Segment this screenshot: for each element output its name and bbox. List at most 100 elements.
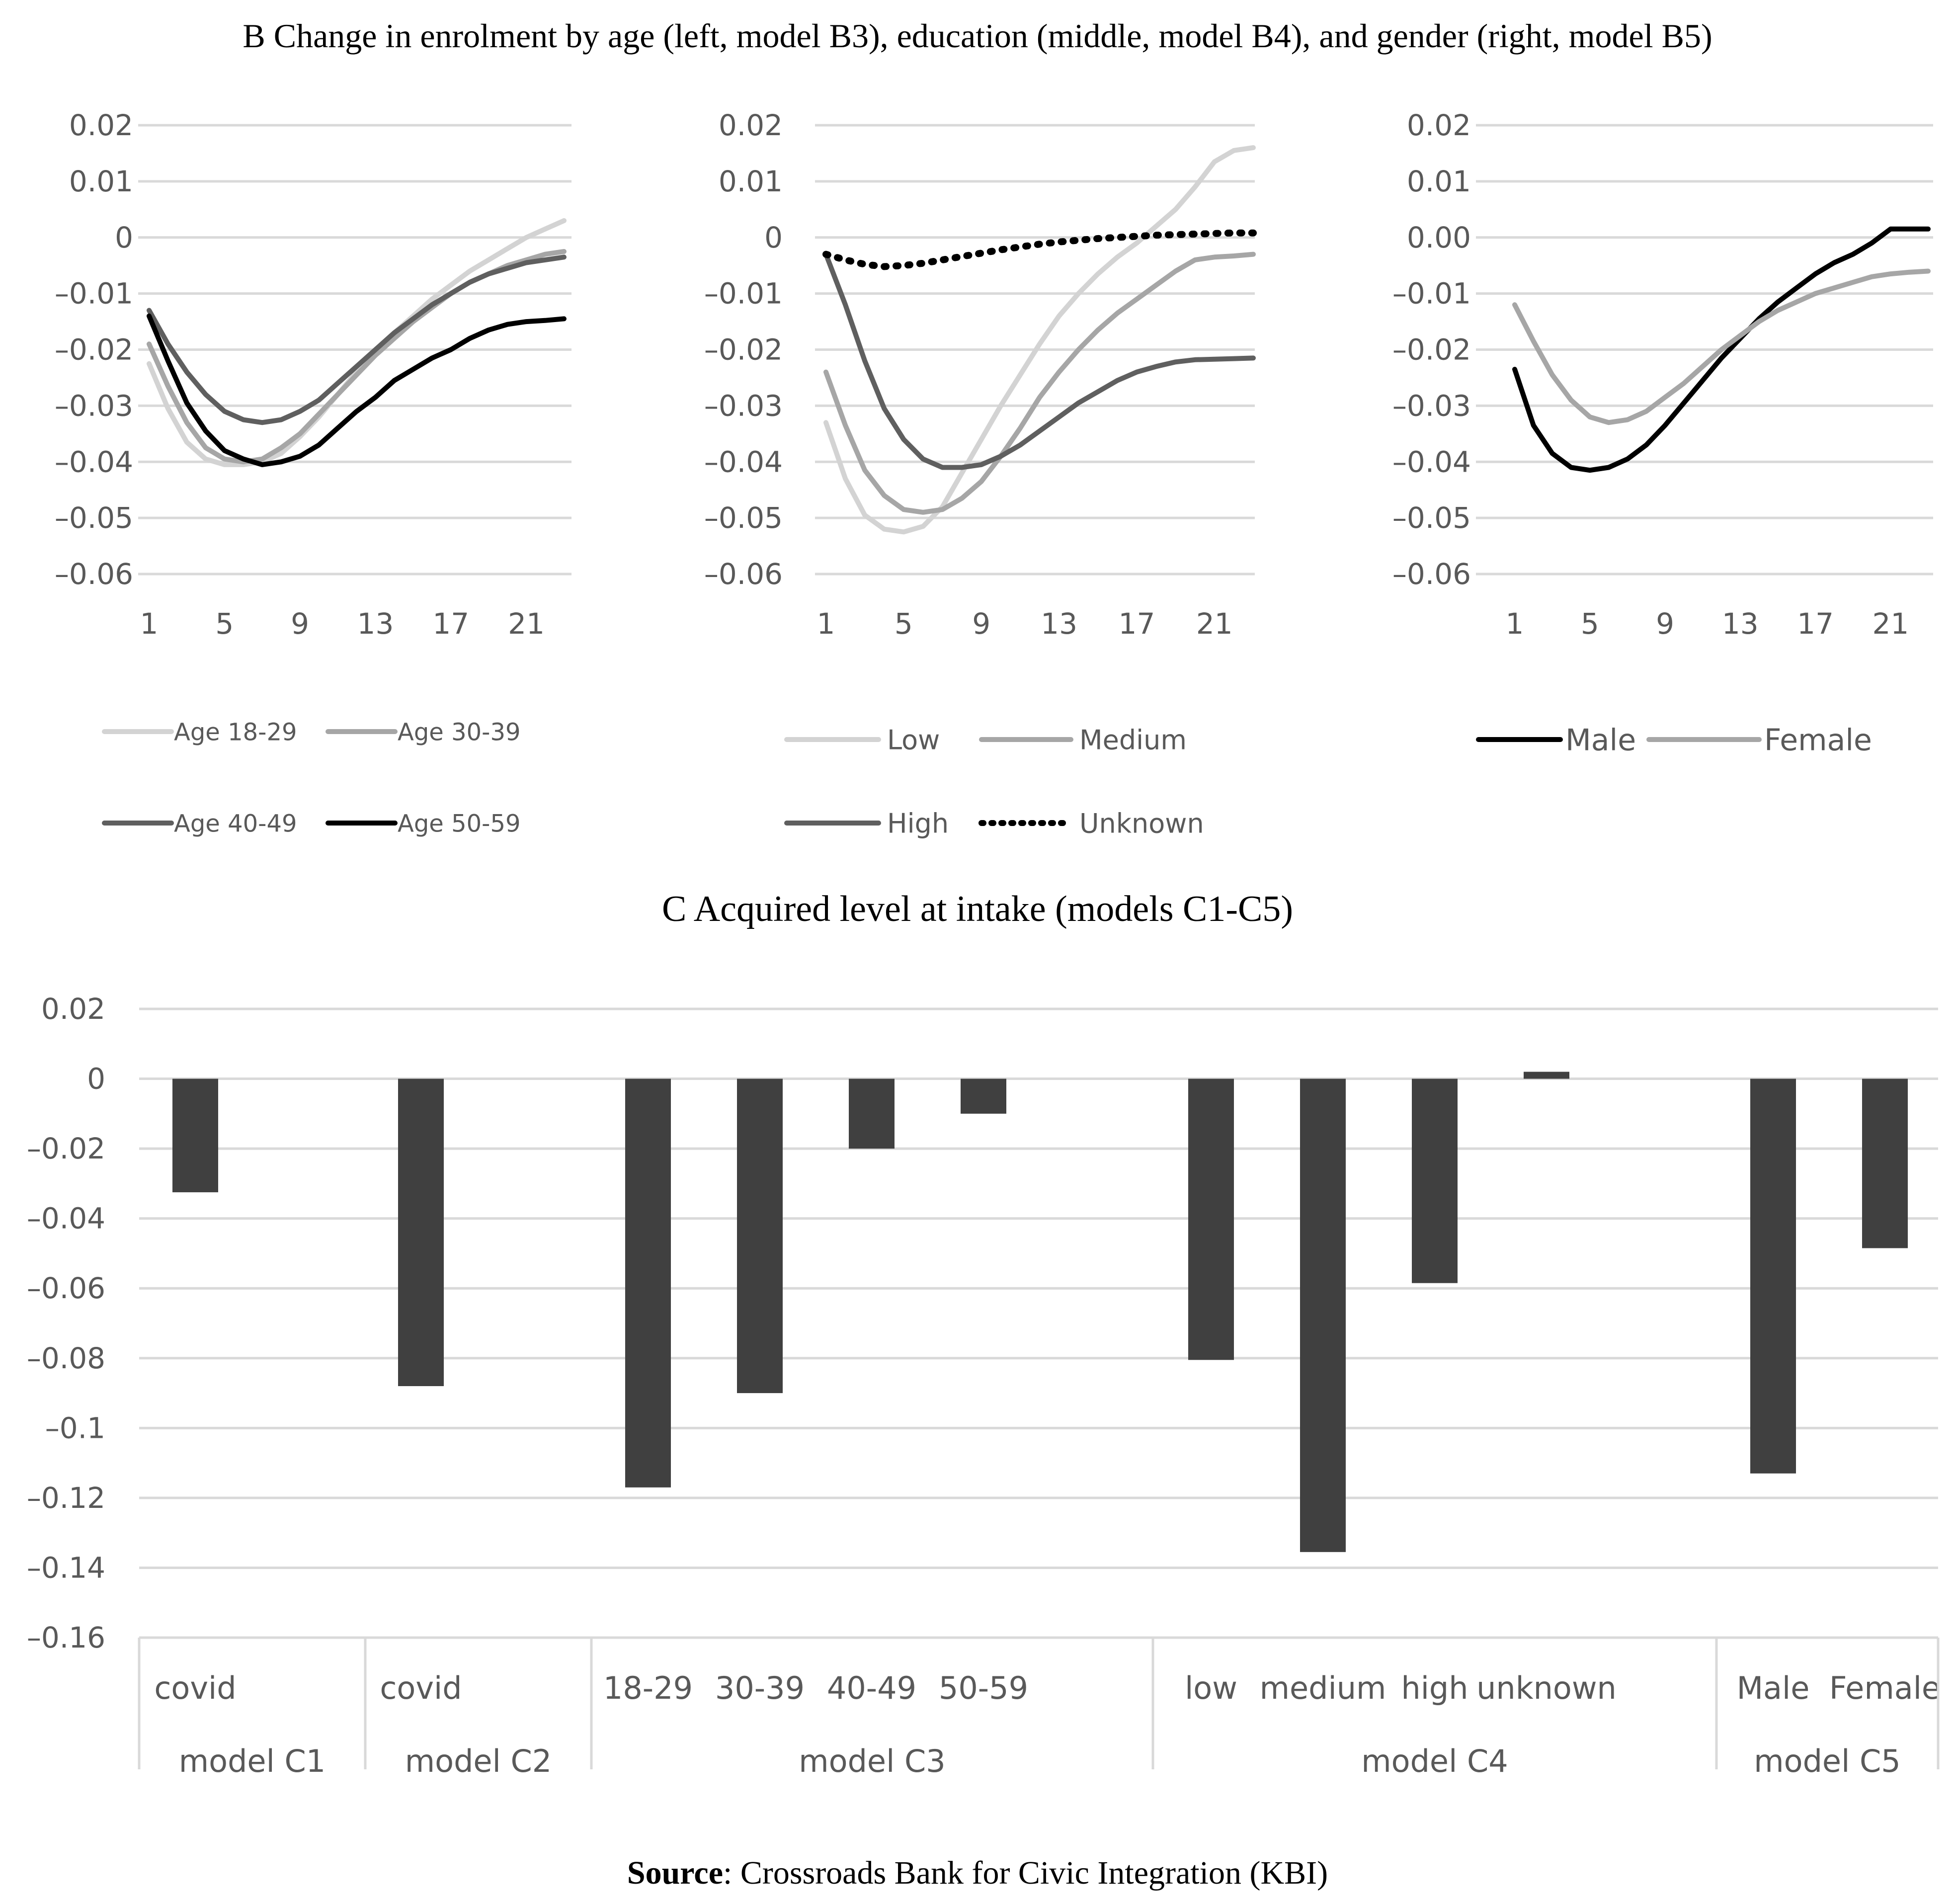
series-line-unknown	[822, 229, 1257, 270]
y-tick-label: 0.00	[1407, 221, 1471, 254]
x-tick-label: 21	[508, 607, 545, 641]
y-tick-label: –0.03	[55, 389, 133, 422]
series-line-age-40-49	[147, 254, 567, 425]
x-tick-label: 9	[291, 607, 309, 641]
bar-model-C3-50-59	[961, 1078, 1006, 1114]
series-line-male	[1512, 226, 1931, 473]
y-tick-label: –0.05	[1392, 501, 1471, 535]
x-tick-label: 1	[1506, 607, 1524, 641]
y-tick-label: –0.06	[55, 557, 133, 591]
bar-model-C3-30-39	[737, 1078, 783, 1394]
y-tick-label: 0.01	[1407, 165, 1471, 198]
series-line-medium	[823, 251, 1256, 515]
group-label: model C5	[1754, 1743, 1901, 1779]
x-tick-label: 13	[1041, 607, 1077, 641]
x-tick-label: 5	[215, 607, 234, 641]
category-label: low	[1185, 1670, 1237, 1706]
bar-model-C5-female	[1862, 1078, 1908, 1248]
y-tick-label: –0.12	[27, 1481, 105, 1515]
legend-label: High	[887, 808, 949, 839]
category-label: Female	[1829, 1670, 1941, 1706]
source-label: Source	[627, 1855, 723, 1891]
y-tick-label: –0.03	[704, 389, 783, 422]
y-tick-label: –0.03	[1392, 389, 1471, 422]
series-line-high	[823, 251, 1256, 470]
panel-c-title: C Acquired level at intake (models C1-C5…	[662, 889, 1293, 929]
y-tick-label: –0.06	[704, 557, 783, 591]
legend-label: Age 30-39	[398, 718, 521, 746]
y-tick-label: –0.1	[45, 1411, 105, 1445]
bar-model-C5-male	[1750, 1078, 1796, 1474]
y-tick-label: 0	[87, 1062, 105, 1096]
y-tick-label: 0.02	[69, 108, 133, 142]
y-tick-label: –0.16	[27, 1621, 105, 1655]
y-tick-label: –0.01	[1392, 277, 1471, 311]
category-label: 40-49	[827, 1670, 916, 1706]
y-tick-label: –0.02	[704, 333, 783, 367]
bar-model-C1-covid	[172, 1078, 218, 1192]
legend-label: Female	[1764, 723, 1872, 758]
legend-label: Low	[887, 724, 940, 755]
legend-label: Male	[1565, 723, 1636, 758]
x-tick-label: 17	[432, 607, 469, 641]
x-tick-label: 17	[1119, 607, 1155, 641]
category-label: Male	[1737, 1670, 1810, 1706]
bar-model-C3-18-29	[625, 1078, 671, 1488]
legend-label: Age 18-29	[174, 718, 297, 746]
series-line-female	[1512, 268, 1931, 425]
category-label: unknown	[1476, 1670, 1617, 1706]
group-label: model C1	[179, 1743, 326, 1779]
x-tick-label: 17	[1797, 607, 1834, 641]
y-tick-label: –0.06	[1392, 557, 1471, 591]
x-tick-label: 5	[1581, 607, 1599, 641]
series-line-age-30-39	[147, 249, 567, 465]
x-tick-label: 1	[817, 607, 835, 641]
y-tick-label: –0.02	[1392, 333, 1471, 367]
series-line-age-50-59	[147, 313, 567, 467]
bar-model-C2-covid	[398, 1078, 444, 1386]
source-note: Source: Crossroads Bank for Civic Integr…	[627, 1855, 1328, 1891]
series-line-age-18-29	[147, 218, 567, 467]
series-line-low	[823, 145, 1256, 535]
category-label: covid	[154, 1670, 236, 1706]
line-chart-gender: 0.02 0.01 0.00 –0.01 –0.02 –0.03 –0.04 –0.05 –0.…	[1392, 108, 1933, 758]
x-tick-label: 9	[1656, 607, 1674, 641]
y-tick-label: –0.04	[1392, 445, 1471, 479]
y-tick-label: –0.08	[27, 1341, 105, 1375]
group-label: model C4	[1361, 1743, 1508, 1779]
legend-label: Age 50-59	[398, 810, 521, 837]
y-tick-label: –0.06	[27, 1271, 105, 1305]
source-text: : Crossroads Bank for Civic Integration …	[723, 1855, 1328, 1891]
bar-model-C4-medium	[1300, 1078, 1346, 1552]
y-tick-label: 0.02	[719, 108, 783, 142]
y-tick-label: 0.02	[1407, 108, 1471, 142]
bar-model-C4-high	[1412, 1078, 1458, 1283]
line-chart-age: 0.020.010–0.01–0.02–0.03–0.04–0.05–0.061…	[55, 108, 571, 837]
y-tick-label: 0	[764, 221, 783, 254]
x-tick-label: 21	[1196, 607, 1233, 641]
bar-chart-acquired-level: 0.02 0 –0.02 –0.04 –0.06 –0.08 –0.1 –0.12 –0.14 –…	[27, 992, 1941, 1779]
x-tick-label: 1	[140, 607, 159, 641]
x-tick-label: 13	[357, 607, 394, 641]
x-tick-label: 13	[1722, 607, 1759, 641]
line-chart-education: 0.02 0.01 0 –0.01 –0.02 –0.03 –0.04 –0.05 –0.06 1…	[704, 108, 1257, 839]
bar-model-C4-unknown	[1524, 1072, 1569, 1079]
legend-label: Unknown	[1079, 808, 1204, 839]
y-tick-label: 0.01	[69, 165, 133, 198]
y-tick-label: –0.05	[704, 501, 783, 535]
legend-label: Age 40-49	[174, 810, 297, 837]
y-tick-label: –0.02	[27, 1132, 105, 1165]
group-label: model C2	[405, 1743, 552, 1779]
y-tick-label: –0.05	[55, 501, 133, 535]
y-tick-label: –0.04	[55, 445, 133, 479]
y-tick-label: –0.01	[704, 277, 783, 311]
category-label: medium	[1260, 1670, 1386, 1706]
bar-model-C4-low	[1188, 1078, 1234, 1360]
category-label: 18-29	[603, 1670, 693, 1706]
bar-model-C3-40-49	[849, 1078, 895, 1149]
x-tick-label: 9	[972, 607, 990, 641]
category-label: 30-39	[715, 1670, 805, 1706]
y-tick-label: 0.01	[719, 165, 783, 198]
y-tick-label: 0.02	[41, 992, 105, 1026]
